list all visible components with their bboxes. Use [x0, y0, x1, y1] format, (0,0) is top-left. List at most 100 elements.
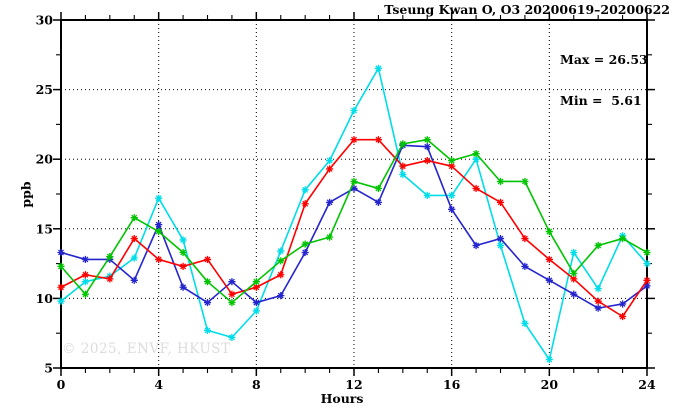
data-point-blue: [570, 290, 578, 298]
data-point-blue: [179, 283, 187, 291]
data-point-cyan: [252, 307, 260, 315]
data-point-red: [423, 156, 431, 165]
y-tick-label: 5: [44, 361, 53, 376]
y-tick-label: 20: [36, 152, 54, 167]
data-point-blue: [545, 276, 553, 284]
x-axis-label: Hours: [320, 391, 364, 406]
data-point-cyan: [57, 297, 65, 305]
max-value-label: Max = 26.53: [560, 52, 648, 67]
y-tick-label: 25: [36, 82, 53, 97]
data-point-green: [618, 234, 627, 243]
annotation-maxmin: Max = 26.53 Min = 5.61: [560, 26, 648, 134]
y-axis-label: ppb: [18, 181, 34, 208]
data-point-cyan: [155, 194, 163, 202]
data-point-blue: [472, 241, 480, 250]
data-point-red: [252, 283, 260, 291]
data-point-cyan: [643, 260, 651, 268]
data-point-cyan: [570, 248, 578, 257]
data-point-blue: [594, 304, 602, 312]
data-point-cyan: [423, 191, 431, 199]
data-point-blue: [374, 198, 383, 206]
data-point-cyan: [521, 319, 529, 328]
data-point-red: [545, 255, 553, 264]
data-point-green: [203, 278, 212, 286]
data-point-green: [570, 269, 578, 277]
data-point-red: [594, 297, 602, 305]
data-point-red: [179, 262, 187, 270]
data-point-blue: [130, 276, 138, 284]
data-point-red: [643, 276, 651, 284]
data-point-red: [448, 162, 456, 170]
data-point-blue: [155, 221, 163, 229]
data-point-red: [277, 271, 285, 279]
data-point-blue: [325, 198, 334, 206]
watermark: © 2025, ENVF, HKUST: [62, 341, 231, 357]
data-point-green: [521, 177, 529, 186]
y-tick-label: 10: [36, 291, 54, 306]
data-point-green: [423, 136, 431, 144]
data-point-cyan: [472, 155, 480, 163]
data-point-green: [545, 227, 553, 236]
data-point-green: [81, 290, 90, 298]
data-point-green: [130, 214, 138, 222]
data-point-cyan: [496, 241, 505, 250]
x-tick-label: 20: [541, 377, 559, 392]
x-tick-label: 8: [252, 377, 261, 392]
data-point-red: [130, 234, 138, 243]
data-point-green: [448, 156, 456, 165]
data-point-blue: [203, 298, 212, 307]
plot-border: [60, 19, 648, 369]
x-tick-label: 4: [154, 377, 163, 392]
x-tick-label: 0: [57, 377, 66, 392]
data-point-green: [496, 177, 505, 186]
data-point-red: [325, 165, 334, 173]
data-point-cyan: [81, 278, 90, 286]
chart-title: Tseung Kwan O, O3 20200619–20200622: [384, 2, 670, 17]
data-point-green: [277, 257, 285, 265]
data-point-red: [228, 290, 236, 298]
data-point-red: [301, 200, 309, 208]
data-point-green: [301, 240, 309, 248]
x-tick-label: 12: [345, 377, 362, 392]
data-point-blue: [448, 205, 456, 213]
x-tick-label: 24: [638, 377, 656, 392]
data-point-cyan: [350, 106, 358, 115]
data-point-green: [325, 233, 334, 241]
data-point-cyan: [399, 170, 407, 179]
data-point-blue: [252, 298, 260, 307]
data-point-red: [350, 136, 358, 144]
data-point-cyan: [277, 247, 285, 255]
data-point-green: [155, 227, 163, 236]
data-point-green: [350, 177, 358, 186]
data-point-cyan: [374, 64, 383, 72]
data-point-red: [203, 255, 212, 264]
y-tick-label: 15: [36, 221, 53, 236]
data-point-blue: [496, 234, 505, 243]
data-point-green: [228, 298, 236, 307]
data-point-red: [496, 198, 505, 206]
data-point-blue: [350, 184, 358, 193]
data-point-red: [521, 234, 529, 243]
data-point-red: [106, 275, 114, 283]
data-point-cyan: [301, 186, 309, 194]
data-point-blue: [301, 248, 309, 257]
data-point-blue: [277, 292, 285, 300]
data-point-cyan: [179, 236, 187, 244]
y-tick-label: 30: [36, 13, 54, 28]
data-point-cyan: [203, 326, 212, 335]
data-point-red: [155, 255, 163, 264]
data-point-cyan: [228, 333, 236, 341]
data-point-cyan: [325, 156, 334, 165]
data-point-green: [643, 248, 651, 257]
data-point-blue: [57, 248, 65, 257]
data-point-red: [399, 162, 407, 170]
data-point-green: [57, 262, 65, 270]
data-point-blue: [81, 255, 90, 264]
min-value-label: Min = 5.61: [560, 92, 642, 108]
data-point-red: [472, 184, 480, 193]
data-point-cyan: [594, 285, 602, 293]
data-point-green: [472, 150, 480, 158]
data-point-blue: [618, 300, 627, 308]
data-point-green: [106, 253, 114, 261]
